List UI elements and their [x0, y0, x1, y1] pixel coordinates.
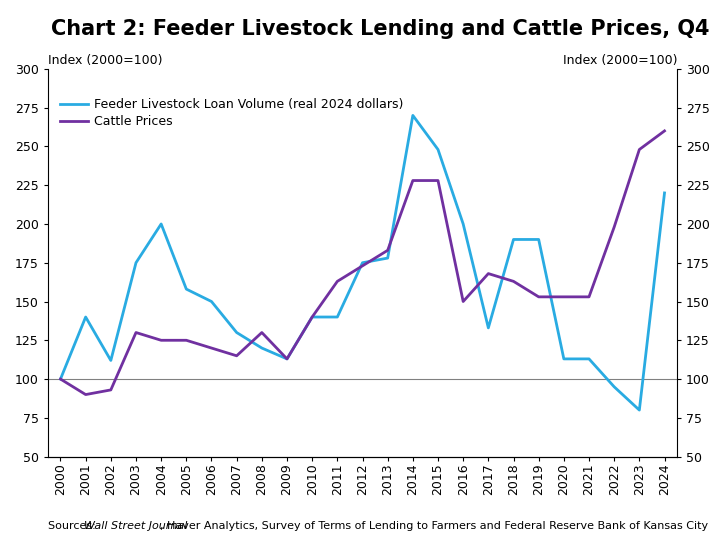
Feeder Livestock Loan Volume (real 2024 dollars) — [459, 220, 468, 227]
Feeder Livestock Loan Volume (real 2024 dollars) — [107, 357, 115, 364]
Cattle Prices — [384, 247, 392, 254]
Feeder Livestock Loan Volume (real 2024 dollars) — [207, 298, 216, 305]
Feeder Livestock Loan Volume (real 2024 dollars) — [257, 345, 266, 351]
Cattle Prices — [358, 263, 367, 269]
Line: Feeder Livestock Loan Volume (real 2024 dollars): Feeder Livestock Loan Volume (real 2024 … — [60, 116, 665, 410]
Cattle Prices — [434, 177, 442, 184]
Feeder Livestock Loan Volume (real 2024 dollars) — [584, 356, 593, 362]
Cattle Prices — [408, 177, 417, 184]
Feeder Livestock Loan Volume (real 2024 dollars) — [434, 146, 442, 153]
Cattle Prices — [584, 294, 593, 300]
Feeder Livestock Loan Volume (real 2024 dollars) — [660, 190, 669, 196]
Cattle Prices — [484, 270, 493, 277]
Cattle Prices — [257, 329, 266, 336]
Cattle Prices — [283, 356, 291, 362]
Cattle Prices — [509, 278, 518, 285]
Legend: Feeder Livestock Loan Volume (real 2024 dollars), Cattle Prices: Feeder Livestock Loan Volume (real 2024 … — [60, 98, 404, 128]
Feeder Livestock Loan Volume (real 2024 dollars) — [157, 220, 165, 227]
Feeder Livestock Loan Volume (real 2024 dollars) — [384, 255, 392, 261]
Cattle Prices — [534, 294, 543, 300]
Feeder Livestock Loan Volume (real 2024 dollars) — [283, 356, 291, 362]
Cattle Prices — [232, 352, 241, 359]
Feeder Livestock Loan Volume (real 2024 dollars) — [635, 407, 644, 413]
Cattle Prices — [333, 278, 341, 285]
Cattle Prices — [182, 337, 191, 344]
Feeder Livestock Loan Volume (real 2024 dollars) — [132, 260, 141, 266]
Cattle Prices — [157, 337, 165, 344]
Line: Cattle Prices: Cattle Prices — [60, 131, 665, 395]
Feeder Livestock Loan Volume (real 2024 dollars) — [560, 356, 568, 362]
Cattle Prices — [308, 314, 317, 320]
Feeder Livestock Loan Volume (real 2024 dollars) — [408, 112, 417, 119]
Cattle Prices — [56, 376, 65, 382]
Text: , Haver Analytics, Survey of Terms of Lending to Farmers and Federal Reserve Ban: , Haver Analytics, Survey of Terms of Le… — [160, 521, 708, 531]
Feeder Livestock Loan Volume (real 2024 dollars) — [509, 236, 518, 243]
Cattle Prices — [107, 387, 115, 393]
Cattle Prices — [459, 298, 468, 305]
Feeder Livestock Loan Volume (real 2024 dollars) — [81, 314, 90, 320]
Cattle Prices — [81, 392, 90, 398]
Text: Chart 2: Feeder Livestock Lending and Cattle Prices, Q4: Chart 2: Feeder Livestock Lending and Ca… — [51, 19, 709, 39]
Cattle Prices — [610, 224, 618, 230]
Cattle Prices — [207, 345, 216, 351]
Feeder Livestock Loan Volume (real 2024 dollars) — [56, 376, 65, 382]
Cattle Prices — [132, 329, 141, 336]
Feeder Livestock Loan Volume (real 2024 dollars) — [308, 314, 317, 320]
Feeder Livestock Loan Volume (real 2024 dollars) — [333, 314, 341, 320]
Text: Sources:: Sources: — [48, 521, 99, 531]
Feeder Livestock Loan Volume (real 2024 dollars) — [358, 260, 367, 266]
Text: Index (2000=100): Index (2000=100) — [48, 54, 162, 67]
Feeder Livestock Loan Volume (real 2024 dollars) — [232, 329, 241, 336]
Cattle Prices — [660, 128, 669, 134]
Feeder Livestock Loan Volume (real 2024 dollars) — [534, 236, 543, 243]
Feeder Livestock Loan Volume (real 2024 dollars) — [610, 383, 618, 390]
Feeder Livestock Loan Volume (real 2024 dollars) — [182, 286, 191, 292]
Cattle Prices — [560, 294, 568, 300]
Feeder Livestock Loan Volume (real 2024 dollars) — [484, 325, 493, 331]
Cattle Prices — [635, 146, 644, 153]
Text: Wall Street Journal: Wall Street Journal — [84, 521, 187, 531]
Text: Index (2000=100): Index (2000=100) — [563, 54, 677, 67]
